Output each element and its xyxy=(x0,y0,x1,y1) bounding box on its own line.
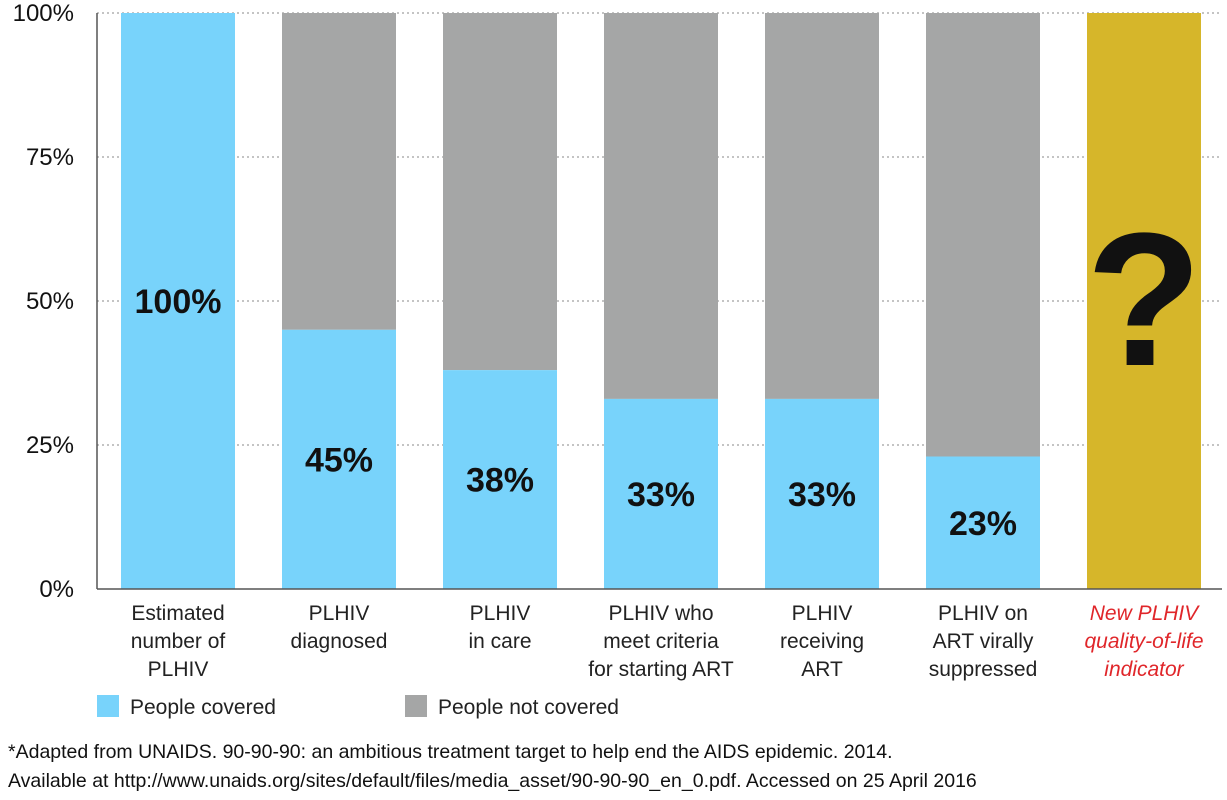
x-category-label: PLHIV on ART virally suppressed xyxy=(929,602,1038,681)
x-category-label-line: PLHIV who xyxy=(608,602,713,625)
x-category-label-line: ART xyxy=(801,658,843,681)
x-category-label-line: for starting ART xyxy=(588,658,734,681)
bar-segment-covered xyxy=(765,398,879,589)
bar-segment-covered xyxy=(604,398,718,589)
source-footnote: *Adapted from UNAIDS. 90-90-90: an ambit… xyxy=(8,738,1223,796)
x-category-label-line: PLHIV xyxy=(148,658,209,681)
legend-label: People not covered xyxy=(438,696,619,719)
bar-data-label: 45% xyxy=(305,441,373,479)
x-category-label-line: PLHIV xyxy=(792,602,853,625)
bar-segment-not-covered xyxy=(443,13,557,371)
x-category-label-line: PLHIV xyxy=(309,602,370,625)
x-category-label: PLHIV who meet criteria for starting ART xyxy=(588,602,734,681)
bar-data-label: 33% xyxy=(627,476,695,514)
x-category-label: PLHIV in care xyxy=(468,602,531,653)
bar-data-label: 33% xyxy=(788,476,856,514)
bar-segment-not-covered xyxy=(765,13,879,399)
x-category-label-line: suppressed xyxy=(929,658,1038,681)
bar-segment-covered xyxy=(282,329,396,589)
bar-segment-not-covered xyxy=(282,13,396,330)
x-category-label-line: receiving xyxy=(780,630,864,653)
legend-swatch xyxy=(97,695,119,717)
bar-data-label: 23% xyxy=(949,505,1017,543)
x-category-label-line: ART virally xyxy=(933,630,1034,653)
x-category-label-line: PLHIV xyxy=(470,602,531,625)
bar-quality-of-life xyxy=(1087,13,1201,589)
x-category-label-line: New PLHIV xyxy=(1090,602,1201,625)
y-tick-label: 75% xyxy=(26,144,74,171)
x-category-label-line: Estimated xyxy=(131,602,224,625)
bar-segment-covered xyxy=(926,456,1040,589)
bar-segment-covered xyxy=(443,370,557,589)
x-category-label: PLHIV receiving ART xyxy=(780,602,864,681)
footnote-line-1: *Adapted from UNAIDS. 90-90-90: an ambit… xyxy=(8,741,893,763)
x-category-label: Estimated number of PLHIV xyxy=(131,602,226,681)
y-tick-label: 100% xyxy=(13,0,74,27)
y-tick-label: 50% xyxy=(26,288,74,315)
bar-data-label: 100% xyxy=(135,283,222,321)
bar-segment-not-covered xyxy=(926,13,1040,457)
x-category-label-line: quality-of-life xyxy=(1084,630,1203,653)
x-category-label-line: diagnosed xyxy=(291,630,388,653)
stacked-bar-chart: 0% 25% 50% 75% 100% 100% Estimated number of PLH… xyxy=(13,0,1222,719)
footnote-line-2: Available at http://www.unaids.org/sites… xyxy=(8,770,977,792)
bar-data-label: ? xyxy=(1086,194,1202,406)
bar-data-label: 38% xyxy=(466,462,534,500)
bar-segment-not-covered xyxy=(604,13,718,399)
x-category-label-line: indicator xyxy=(1104,658,1184,681)
x-category-label-line: PLHIV on xyxy=(938,602,1028,625)
legend-swatch xyxy=(405,695,427,717)
x-category-label-line: meet criteria xyxy=(603,630,719,653)
legend-label: People covered xyxy=(130,696,276,719)
x-category-label: PLHIV diagnosed xyxy=(291,602,388,653)
x-category-label: New PLHIV quality-of-life indicator xyxy=(1084,602,1203,681)
x-category-label-line: number of xyxy=(131,630,226,653)
bar-segment-covered xyxy=(121,13,235,589)
x-category-label-line: in care xyxy=(468,630,531,653)
y-tick-label: 0% xyxy=(39,576,74,603)
y-tick-label: 25% xyxy=(26,432,74,459)
